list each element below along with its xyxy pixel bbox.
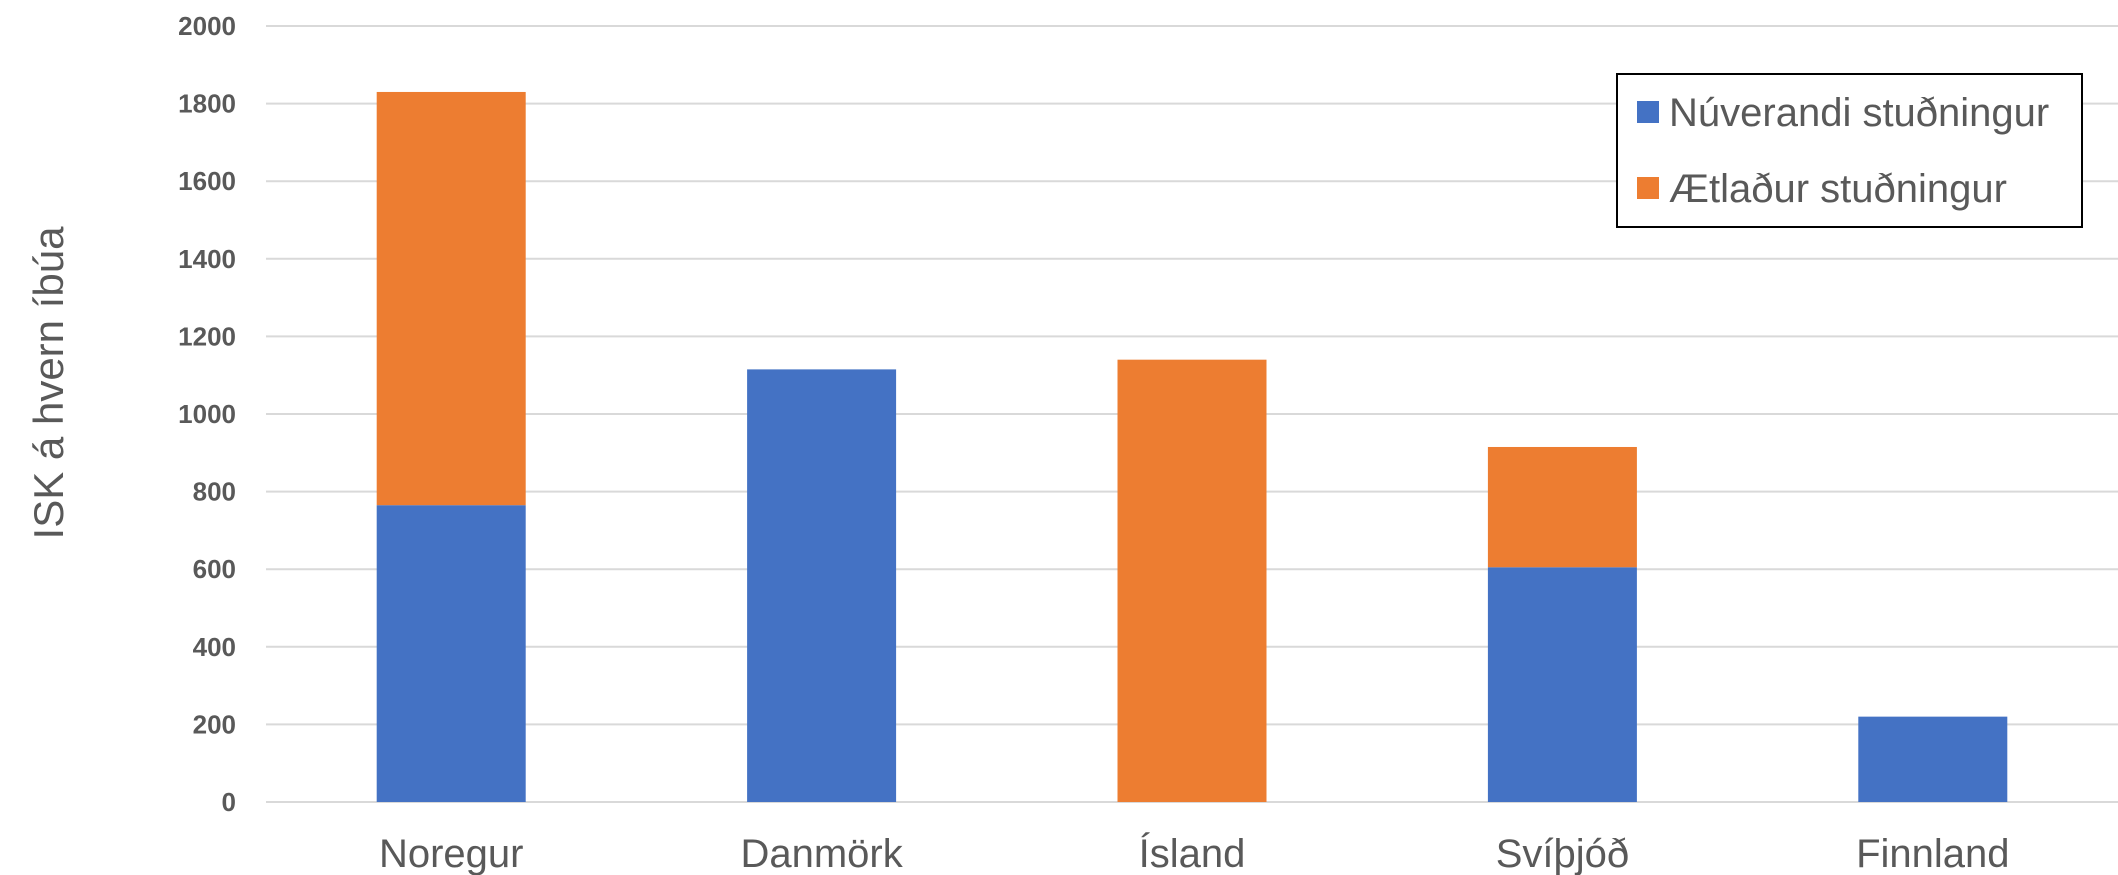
y-axis-ticks: 0 200 400 600 800 1000 1200 1400 1600 1800 2000: [178, 11, 236, 817]
legend-label: Ætlaður stuðningur: [1669, 167, 2007, 211]
legend: Núverandi stuðningur Ætlaður stuðningur: [1616, 73, 2083, 228]
legend-label: Núverandi stuðningur: [1669, 91, 2049, 135]
x-axis-ticks: Noregur Danmörk Ísland Svíþjóð Finnland: [379, 831, 2010, 875]
y-tick-label: 1600: [178, 166, 236, 196]
y-tick-label: 1000: [178, 399, 236, 429]
y-tick-label: 1400: [178, 244, 236, 274]
bar-current-1: [747, 369, 897, 802]
legend-box: [1616, 73, 2083, 228]
y-tick-label: 2000: [178, 11, 236, 41]
bars: [376, 91, 2008, 802]
bar-current-3: [1487, 567, 1637, 802]
x-tick-label: Svíþjóð: [1496, 832, 1629, 875]
y-axis-title: ISK á hvern íbúa: [25, 226, 72, 540]
x-tick-label: Danmörk: [740, 832, 903, 875]
x-tick-label: Finnland: [1856, 832, 2009, 875]
legend-swatch: [1637, 177, 1659, 199]
bar-current-0: [376, 505, 526, 802]
y-tick-label: 400: [193, 632, 236, 662]
x-tick-label: Ísland: [1139, 831, 1246, 875]
x-tick-label: Noregur: [379, 832, 524, 875]
y-tick-label: 0: [222, 787, 236, 817]
bar-planned-3: [1487, 446, 1637, 568]
y-tick-label: 600: [193, 554, 236, 584]
legend-items: Núverandi stuðningur Ætlaður stuðningur: [1637, 91, 2049, 211]
y-tick-label: 800: [193, 477, 236, 507]
bar-current-4: [1858, 716, 2008, 802]
legend-swatch: [1637, 101, 1659, 123]
y-tick-label: 1200: [178, 321, 236, 351]
y-tick-label: 200: [193, 709, 236, 739]
bar-planned-0: [376, 91, 526, 506]
y-tick-label: 1800: [178, 89, 236, 119]
bar-planned-2: [1117, 359, 1267, 802]
